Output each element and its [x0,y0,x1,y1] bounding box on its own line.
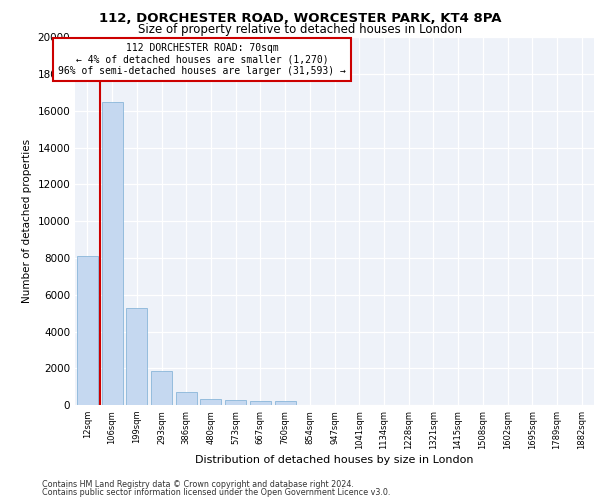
X-axis label: Distribution of detached houses by size in London: Distribution of detached houses by size … [195,454,474,464]
Bar [225,400,246,405]
Text: Size of property relative to detached houses in London: Size of property relative to detached ho… [138,22,462,36]
Bar [77,256,98,405]
Text: 112 DORCHESTER ROAD: 70sqm
← 4% of detached houses are smaller (1,270)
96% of se: 112 DORCHESTER ROAD: 70sqm ← 4% of detac… [58,43,346,76]
Bar [126,308,147,405]
Bar [275,402,296,405]
Bar [200,398,221,405]
Y-axis label: Number of detached properties: Number of detached properties [22,139,32,304]
Text: 112, DORCHESTER ROAD, WORCESTER PARK, KT4 8PA: 112, DORCHESTER ROAD, WORCESTER PARK, KT… [99,12,501,26]
Text: Contains HM Land Registry data © Crown copyright and database right 2024.: Contains HM Land Registry data © Crown c… [42,480,354,489]
Bar [250,401,271,405]
Bar [151,371,172,405]
Text: Contains public sector information licensed under the Open Government Licence v3: Contains public sector information licen… [42,488,391,497]
Bar [101,102,122,405]
Bar [176,392,197,405]
